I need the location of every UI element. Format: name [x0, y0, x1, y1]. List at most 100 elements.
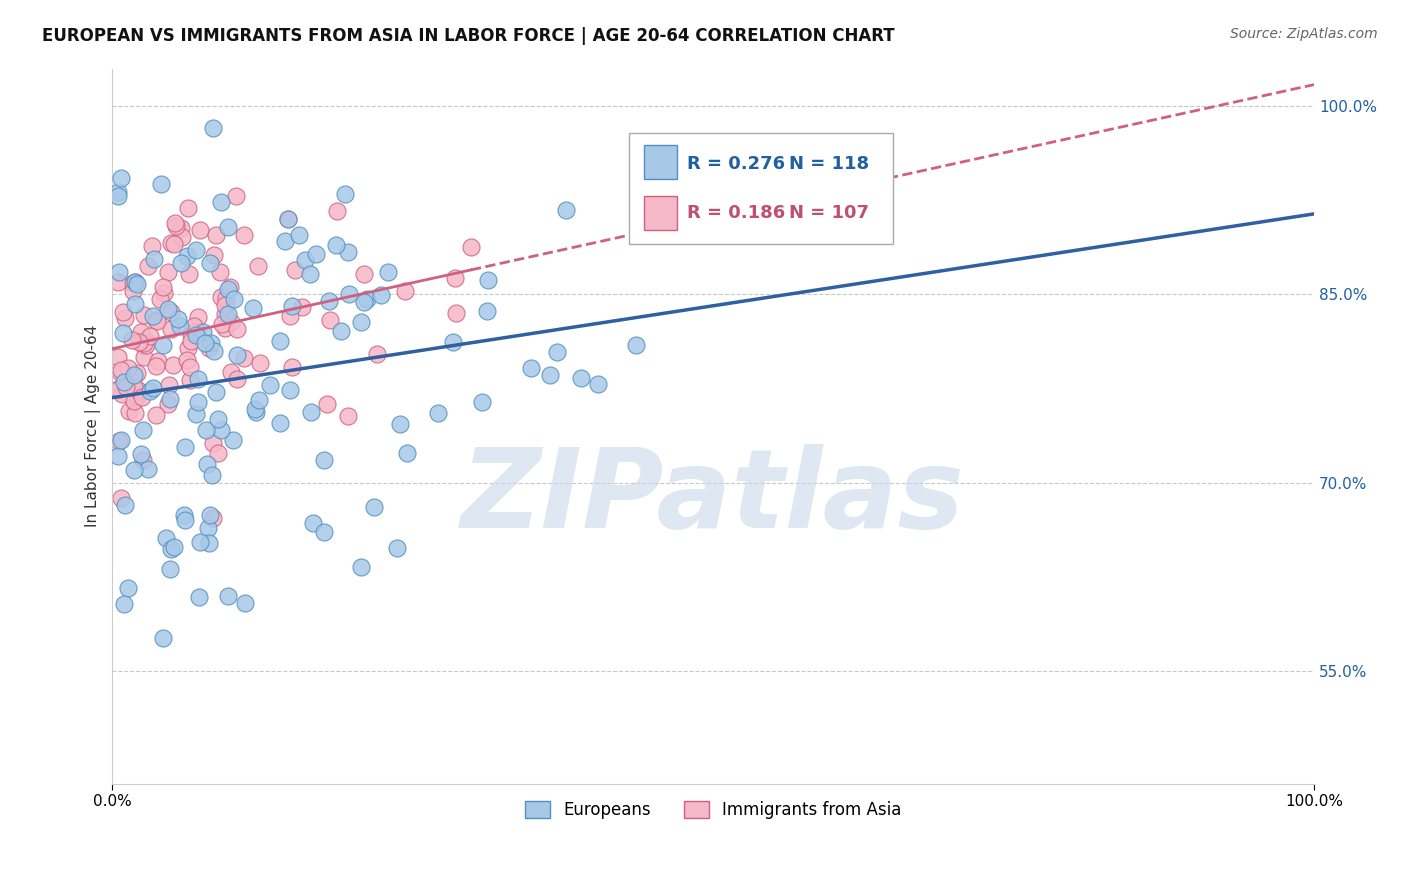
- Europeans: [298, 267, 321, 281]
- Text: EUROPEAN VS IMMIGRANTS FROM ASIA IN LABOR FORCE | AGE 20-64 CORRELATION CHART: EUROPEAN VS IMMIGRANTS FROM ASIA IN LABO…: [42, 27, 894, 45]
- Europeans: [299, 405, 322, 419]
- Europeans: [143, 252, 166, 266]
- Immigrants from Asia: [319, 312, 342, 326]
- Europeans: [441, 335, 464, 350]
- Immigrants from Asia: [179, 267, 201, 281]
- Immigrants from Asia: [186, 325, 208, 339]
- Immigrants from Asia: [232, 351, 254, 365]
- Europeans: [170, 256, 193, 270]
- Europeans: [325, 238, 347, 252]
- Immigrants from Asia: [205, 228, 228, 243]
- Immigrants from Asia: [214, 321, 236, 335]
- Immigrants from Asia: [114, 379, 136, 393]
- Immigrants from Asia: [146, 314, 169, 328]
- Immigrants from Asia: [211, 318, 233, 332]
- Europeans: [370, 287, 392, 301]
- Europeans: [122, 463, 145, 477]
- Europeans: [188, 535, 211, 549]
- Europeans: [259, 377, 281, 392]
- Immigrants from Asia: [179, 359, 201, 374]
- Europeans: [385, 541, 408, 555]
- Text: Source: ZipAtlas.com: Source: ZipAtlas.com: [1230, 27, 1378, 41]
- Text: ZIPatlas: ZIPatlas: [461, 444, 965, 551]
- Europeans: [202, 120, 225, 135]
- FancyBboxPatch shape: [628, 133, 893, 244]
- Europeans: [201, 467, 224, 482]
- Europeans: [107, 185, 129, 199]
- Immigrants from Asia: [281, 359, 304, 374]
- Europeans: [225, 347, 247, 361]
- Immigrants from Asia: [107, 382, 129, 396]
- Europeans: [294, 252, 316, 267]
- Europeans: [184, 243, 207, 257]
- Immigrants from Asia: [134, 351, 156, 365]
- Europeans: [139, 384, 162, 399]
- Immigrants from Asia: [157, 397, 180, 411]
- Europeans: [129, 447, 152, 461]
- Europeans: [363, 500, 385, 514]
- Immigrants from Asia: [226, 372, 249, 386]
- Europeans: [475, 304, 498, 318]
- Europeans: [269, 416, 291, 430]
- Immigrants from Asia: [110, 363, 132, 377]
- Immigrants from Asia: [214, 298, 236, 312]
- Immigrants from Asia: [129, 325, 152, 339]
- Immigrants from Asia: [209, 290, 232, 304]
- Immigrants from Asia: [107, 350, 129, 364]
- Europeans: [312, 524, 335, 539]
- Europeans: [110, 433, 132, 447]
- Y-axis label: In Labor Force | Age 20-64: In Labor Force | Age 20-64: [86, 325, 101, 527]
- Europeans: [222, 433, 245, 447]
- Europeans: [174, 440, 197, 454]
- Immigrants from Asia: [134, 336, 156, 351]
- Europeans: [471, 395, 494, 409]
- Europeans: [152, 338, 174, 352]
- Europeans: [477, 273, 499, 287]
- Immigrants from Asia: [170, 230, 193, 244]
- Europeans: [132, 423, 155, 437]
- Europeans: [287, 228, 309, 243]
- Immigrants from Asia: [111, 386, 134, 401]
- Europeans: [538, 368, 561, 383]
- Immigrants from Asia: [111, 305, 134, 319]
- Europeans: [152, 631, 174, 645]
- Europeans: [169, 318, 191, 333]
- Europeans: [110, 170, 132, 185]
- Europeans: [242, 301, 264, 316]
- Europeans: [191, 326, 214, 340]
- Immigrants from Asia: [233, 227, 256, 242]
- Immigrants from Asia: [177, 341, 200, 355]
- Bar: [644, 145, 678, 179]
- Immigrants from Asia: [157, 377, 180, 392]
- Immigrants from Asia: [124, 406, 146, 420]
- Text: N = 107: N = 107: [789, 203, 869, 222]
- Immigrants from Asia: [225, 321, 247, 335]
- Immigrants from Asia: [163, 237, 186, 252]
- Immigrants from Asia: [278, 309, 301, 323]
- Europeans: [277, 212, 299, 227]
- Immigrants from Asia: [208, 265, 231, 279]
- Immigrants from Asia: [121, 333, 143, 347]
- Immigrants from Asia: [162, 359, 184, 373]
- Immigrants from Asia: [125, 366, 148, 380]
- Immigrants from Asia: [202, 248, 225, 262]
- Immigrants from Asia: [180, 327, 202, 342]
- Europeans: [124, 275, 146, 289]
- Europeans: [108, 265, 131, 279]
- Europeans: [233, 596, 256, 610]
- Europeans: [588, 376, 610, 391]
- Europeans: [624, 338, 647, 352]
- Immigrants from Asia: [122, 394, 145, 409]
- Immigrants from Asia: [145, 408, 167, 422]
- Immigrants from Asia: [128, 334, 150, 349]
- Europeans: [335, 186, 357, 201]
- Text: R = 0.276: R = 0.276: [686, 155, 785, 173]
- Europeans: [350, 559, 373, 574]
- Europeans: [167, 311, 190, 326]
- Europeans: [427, 406, 450, 420]
- Europeans: [207, 412, 229, 426]
- Europeans: [150, 177, 173, 191]
- Europeans: [188, 590, 211, 604]
- Immigrants from Asia: [159, 305, 181, 319]
- Europeans: [136, 462, 159, 476]
